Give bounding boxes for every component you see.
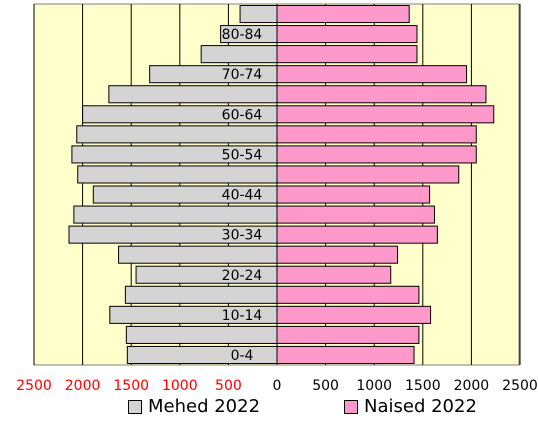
x-tick-label: 1000 — [162, 378, 198, 394]
bar-men-15-19 — [124, 285, 278, 304]
bar-women-45-49 — [276, 165, 460, 184]
bar-women-15-19 — [276, 285, 420, 304]
age-label-60-64: 60-64 — [222, 107, 263, 123]
bar-women-5-9 — [276, 325, 420, 344]
x-tick-label: 500 — [312, 378, 339, 394]
bar-women-80-84 — [276, 25, 418, 44]
bar-women-30-34 — [276, 225, 438, 244]
bar-women-85+ — [276, 5, 410, 24]
bar-women-60-64 — [276, 105, 495, 124]
age-label-20-24: 20-24 — [222, 268, 263, 284]
x-tick-label: 2500 — [16, 378, 52, 394]
legend: Mehed 2022 Naised 2022 — [0, 396, 539, 426]
legend-item-women: Naised 2022 — [344, 396, 477, 417]
bar-women-70-74 — [276, 65, 468, 84]
bar-women-10-14 — [276, 305, 432, 324]
bar-men-0-4 — [126, 345, 278, 365]
legend-swatch-women — [344, 399, 358, 414]
bar-men-35-39 — [73, 205, 278, 224]
legend-item-men: Mehed 2022 — [128, 396, 260, 417]
bar-women-0-4 — [276, 345, 415, 365]
x-tick-label: 0 — [273, 378, 282, 394]
bar-women-35-39 — [276, 205, 435, 224]
age-label-50-54: 50-54 — [222, 147, 263, 163]
bar-women-25-29 — [276, 245, 399, 264]
age-label-0-4: 0-4 — [231, 348, 254, 364]
x-tick-label: 500 — [215, 378, 242, 394]
bar-men-45-49 — [77, 165, 278, 184]
x-tick-label: 2000 — [454, 378, 490, 394]
x-tick-label: 1500 — [113, 378, 149, 394]
x-tick-label: 2000 — [65, 378, 101, 394]
age-label-80-84: 80-84 — [222, 27, 263, 43]
x-tick-label: 2500 — [502, 378, 538, 394]
bar-men-75-79 — [200, 45, 278, 64]
bar-men-5-9 — [125, 325, 278, 344]
bar-men-85+ — [239, 5, 278, 24]
legend-label-women: Naised 2022 — [364, 396, 477, 417]
bar-women-40-44 — [276, 185, 431, 204]
age-label-40-44: 40-44 — [222, 188, 263, 204]
bar-women-75-79 — [276, 45, 418, 64]
age-label-30-34: 30-34 — [222, 228, 263, 244]
legend-label-men: Mehed 2022 — [148, 396, 261, 417]
bar-women-55-59 — [276, 125, 477, 144]
age-label-10-14: 10-14 — [222, 308, 263, 324]
bar-men-55-59 — [76, 125, 278, 144]
bar-women-50-54 — [276, 145, 477, 164]
bar-women-20-24 — [276, 265, 392, 284]
bar-men-65-69 — [108, 85, 278, 104]
age-label-70-74: 70-74 — [222, 67, 263, 83]
bar-men-25-29 — [118, 245, 278, 264]
bar-women-65-69 — [276, 85, 487, 104]
x-tick-label: 1000 — [356, 378, 392, 394]
x-tick-label: 1500 — [405, 378, 441, 394]
legend-swatch-men — [128, 399, 142, 414]
